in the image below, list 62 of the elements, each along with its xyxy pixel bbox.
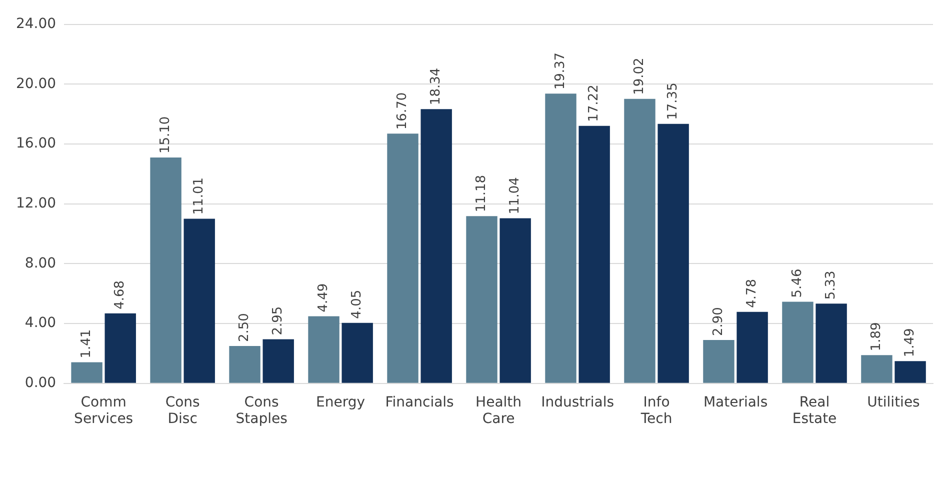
data-label: 4.05 bbox=[350, 290, 365, 319]
x-tick-label: Energy bbox=[316, 394, 366, 410]
bar bbox=[387, 134, 418, 383]
data-label: 11.01 bbox=[192, 177, 207, 215]
y-tick-label: 0.00 bbox=[24, 375, 56, 392]
x-tick-label: Materials bbox=[703, 394, 768, 410]
bar bbox=[104, 313, 136, 383]
data-label: 2.95 bbox=[270, 306, 286, 336]
data-label: 19.02 bbox=[632, 58, 648, 95]
x-tick-label: Cons Disc bbox=[165, 394, 200, 428]
data-label: 15.10 bbox=[158, 116, 174, 154]
bar bbox=[71, 362, 102, 383]
y-tick-label: 8.00 bbox=[24, 255, 56, 272]
bar bbox=[658, 124, 689, 383]
y-tick-label: 16.00 bbox=[16, 136, 56, 152]
bar bbox=[861, 355, 892, 383]
data-label: 11.04 bbox=[508, 177, 523, 214]
bar bbox=[894, 361, 926, 383]
x-tick-label: Comm Services bbox=[74, 394, 134, 428]
bar bbox=[262, 339, 294, 383]
data-label: 16.70 bbox=[395, 92, 410, 130]
data-label: 4.78 bbox=[744, 278, 760, 308]
bar bbox=[545, 94, 576, 383]
data-label: 5.33 bbox=[824, 270, 839, 300]
y-tick-label: 24.00 bbox=[16, 16, 56, 32]
data-label: 2.50 bbox=[237, 313, 252, 342]
data-label: 18.34 bbox=[428, 68, 444, 106]
bar bbox=[466, 216, 498, 383]
y-tick-label: 4.00 bbox=[24, 315, 56, 332]
data-label: 17.22 bbox=[586, 84, 602, 122]
data-label: 1.41 bbox=[79, 329, 94, 358]
x-tick-label: Financials bbox=[385, 394, 454, 410]
x-tick-label: Info Tech bbox=[640, 394, 672, 428]
x-tick-label: Utilities bbox=[867, 394, 920, 410]
bar bbox=[342, 322, 373, 383]
data-label: 17.35 bbox=[666, 82, 681, 120]
bar bbox=[229, 346, 260, 383]
bar bbox=[308, 316, 340, 383]
bar bbox=[816, 304, 847, 383]
y-tick-label: 20.00 bbox=[16, 76, 56, 92]
bar bbox=[420, 109, 452, 383]
bar bbox=[736, 312, 768, 383]
bar bbox=[782, 302, 814, 383]
data-label: 11.18 bbox=[474, 174, 490, 212]
data-label: 2.90 bbox=[711, 307, 726, 336]
data-label: 5.46 bbox=[790, 268, 806, 298]
bar bbox=[703, 340, 734, 383]
bar bbox=[578, 126, 610, 383]
x-tick-label: Real Estate bbox=[792, 394, 837, 428]
data-label: 1.89 bbox=[869, 322, 884, 352]
bar bbox=[184, 218, 215, 383]
data-label: 4.68 bbox=[112, 280, 128, 310]
x-tick-label: Health Care bbox=[476, 394, 522, 428]
bar bbox=[500, 218, 531, 383]
bar bbox=[624, 98, 656, 383]
data-label: 1.49 bbox=[902, 328, 918, 358]
y-tick-label: 12.00 bbox=[16, 196, 56, 212]
data-label: 19.37 bbox=[553, 52, 568, 90]
data-label: 4.49 bbox=[316, 283, 332, 312]
x-tick-label: Cons Staples bbox=[236, 394, 288, 428]
bar bbox=[150, 158, 182, 383]
x-tick-label: Industrials bbox=[541, 394, 614, 410]
